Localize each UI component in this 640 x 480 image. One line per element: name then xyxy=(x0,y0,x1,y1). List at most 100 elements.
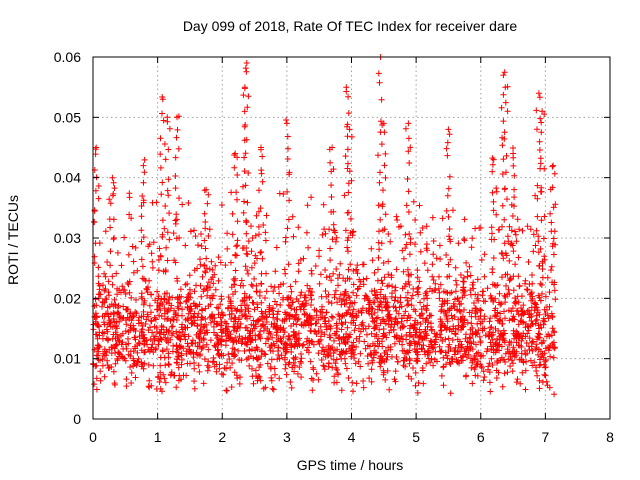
data-point xyxy=(275,308,282,315)
data-point xyxy=(550,162,557,169)
data-point xyxy=(472,313,479,320)
data-point xyxy=(295,330,302,337)
data-point xyxy=(330,270,337,277)
data-point xyxy=(107,224,114,231)
data-point xyxy=(489,336,496,343)
data-point xyxy=(132,244,139,251)
data-point xyxy=(173,384,180,391)
data-point xyxy=(536,311,543,318)
data-point xyxy=(130,326,137,333)
data-point xyxy=(232,352,239,359)
data-point xyxy=(104,304,111,311)
data-point xyxy=(371,269,378,276)
data-point xyxy=(418,345,425,352)
data-point xyxy=(337,260,344,267)
data-point xyxy=(129,314,136,320)
data-point xyxy=(345,234,352,241)
data-point xyxy=(183,351,190,357)
data-point xyxy=(107,200,114,207)
data-point xyxy=(446,359,453,366)
data-point xyxy=(341,192,348,199)
data-point xyxy=(107,318,114,325)
data-point xyxy=(346,334,353,341)
data-point xyxy=(310,341,317,348)
data-point xyxy=(362,325,369,332)
data-point xyxy=(489,161,496,168)
data-point xyxy=(149,341,156,348)
x-tick-label: 1 xyxy=(154,429,162,445)
data-point xyxy=(237,282,244,289)
data-point xyxy=(323,346,330,353)
data-point xyxy=(236,380,243,387)
data-point xyxy=(288,288,295,295)
data-point xyxy=(290,233,297,240)
data-point xyxy=(455,298,462,305)
data-point xyxy=(273,315,280,322)
data-point xyxy=(534,307,541,314)
data-point xyxy=(493,346,500,353)
data-point xyxy=(159,301,166,308)
data-point xyxy=(416,278,423,285)
data-point xyxy=(534,372,541,379)
data-point xyxy=(444,192,451,199)
data-point xyxy=(349,344,356,351)
data-point xyxy=(230,276,237,283)
data-point xyxy=(369,359,376,366)
data-point xyxy=(377,291,384,298)
data-point xyxy=(449,355,456,362)
data-point xyxy=(95,273,102,280)
data-point xyxy=(428,355,435,362)
data-point xyxy=(132,374,139,381)
data-point xyxy=(155,295,162,302)
data-point xyxy=(452,330,458,337)
data-point xyxy=(141,169,148,176)
data-point xyxy=(545,315,552,322)
data-point xyxy=(536,362,543,369)
data-point xyxy=(119,330,126,337)
data-point xyxy=(120,286,127,293)
data-point xyxy=(511,186,518,193)
data-point xyxy=(490,156,497,163)
data-point xyxy=(405,373,412,380)
data-point xyxy=(114,341,120,348)
data-point xyxy=(96,343,103,350)
data-point xyxy=(308,267,315,274)
data-point xyxy=(552,201,559,208)
data-point xyxy=(138,213,145,220)
data-point xyxy=(169,294,176,301)
data-point xyxy=(232,305,238,312)
data-point xyxy=(173,342,180,349)
data-point xyxy=(549,163,556,170)
data-point xyxy=(273,244,280,251)
data-point xyxy=(333,356,340,363)
data-point xyxy=(213,368,220,375)
data-point xyxy=(408,295,415,302)
data-point xyxy=(450,207,456,214)
data-point xyxy=(421,295,427,302)
data-point xyxy=(372,350,379,356)
data-point xyxy=(498,250,505,256)
data-point xyxy=(93,375,100,382)
data-point xyxy=(344,244,351,251)
data-point xyxy=(408,375,415,382)
data-point xyxy=(429,261,436,268)
data-point xyxy=(256,231,262,238)
data-point xyxy=(525,259,532,265)
x-tick-label: 2 xyxy=(218,429,226,445)
data-point xyxy=(202,269,209,276)
data-point xyxy=(514,216,521,223)
data-point xyxy=(508,227,515,234)
data-point xyxy=(173,216,180,223)
data-point xyxy=(196,352,203,359)
data-point xyxy=(392,284,399,291)
data-point xyxy=(262,340,269,347)
data-point xyxy=(155,267,162,274)
data-point xyxy=(106,292,112,299)
data-point xyxy=(110,190,117,197)
data-point xyxy=(423,360,430,367)
data-point xyxy=(511,194,518,201)
data-point xyxy=(440,288,447,295)
data-point xyxy=(346,168,353,175)
data-point xyxy=(542,358,549,365)
